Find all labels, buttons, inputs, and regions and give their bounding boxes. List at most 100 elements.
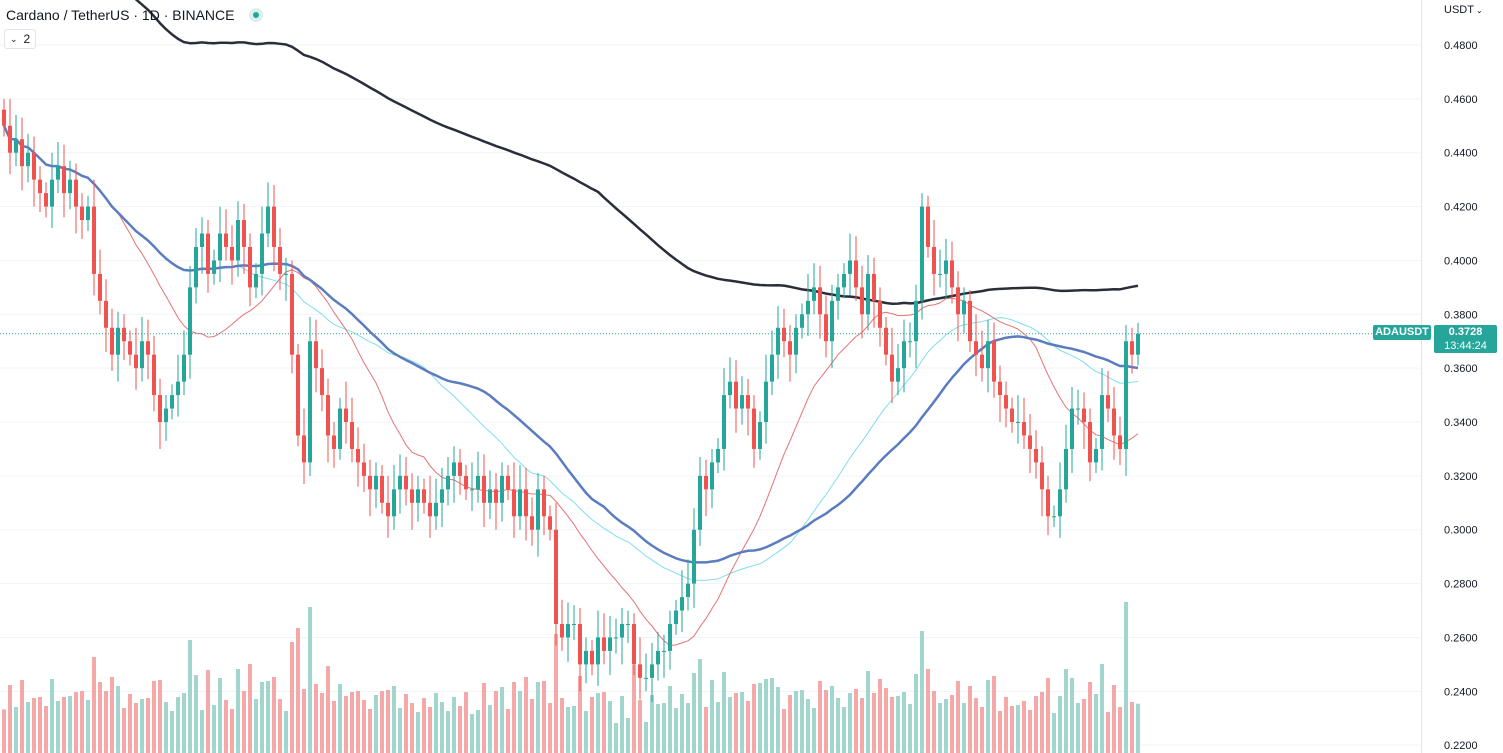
candle — [182, 330, 186, 396]
candle — [602, 613, 606, 665]
volume-bar — [926, 669, 930, 753]
candle — [638, 637, 642, 700]
candle-body — [890, 354, 894, 382]
volume-bar — [374, 695, 378, 753]
price-tick-label: 0.4800 — [1444, 40, 1478, 52]
candle-body — [692, 529, 696, 584]
candle — [1034, 430, 1038, 479]
ma-mid-line — [2, 125, 1139, 564]
candle-body — [20, 139, 24, 167]
volume-bar — [134, 703, 138, 753]
volume-bar — [338, 684, 342, 753]
candle — [740, 376, 744, 425]
candle — [230, 225, 234, 285]
candle — [530, 497, 534, 546]
candle-body — [908, 341, 912, 343]
volume-bar — [866, 671, 870, 753]
volume-bar — [194, 675, 198, 753]
candle-body — [602, 637, 606, 651]
candle-body — [884, 327, 888, 355]
candle-body — [356, 448, 360, 463]
candle-body — [1082, 408, 1086, 423]
candle-body — [32, 152, 36, 180]
candle-body — [494, 489, 498, 503]
candle-body — [1034, 448, 1038, 463]
candle — [1040, 446, 1044, 517]
volume-bar — [200, 710, 204, 753]
volume-bar — [860, 698, 864, 753]
symbol-title[interactable]: Cardano / TetherUS · 1D · BINANCE — [6, 7, 235, 23]
candle — [590, 640, 594, 676]
volume-bar — [458, 706, 462, 753]
candle — [902, 319, 906, 393]
candle — [758, 411, 762, 460]
candle — [248, 233, 252, 307]
candle-body — [458, 462, 462, 476]
candle — [140, 316, 144, 382]
candle — [386, 475, 390, 538]
chevron-down-icon: ⌄ — [1475, 6, 1483, 15]
candle-body — [128, 341, 132, 355]
volume-bar — [122, 708, 126, 753]
volume-bar — [728, 697, 732, 753]
price-tick-label: 0.2800 — [1444, 579, 1478, 591]
candle — [632, 613, 636, 676]
volume-bar — [464, 692, 468, 753]
volume-bar — [656, 704, 660, 753]
volume-bar — [278, 699, 282, 753]
volume-bar — [146, 698, 150, 753]
market-status-icon[interactable] — [248, 8, 263, 22]
volume-bar — [806, 699, 810, 753]
candle-body — [866, 273, 870, 315]
candle — [278, 228, 282, 291]
candle — [410, 473, 414, 530]
candle-body — [1118, 435, 1122, 449]
candle-body — [332, 435, 336, 449]
candle — [962, 287, 966, 334]
volume-bar — [296, 628, 300, 753]
volume-bar — [14, 707, 18, 753]
candle — [464, 465, 468, 501]
candle-body — [956, 287, 960, 315]
indicator-collapse-toggle[interactable]: ⌄ 2 — [4, 29, 37, 49]
volume-bar — [8, 685, 12, 753]
candle-body — [368, 475, 372, 490]
candle — [350, 397, 354, 463]
candle-body — [698, 475, 702, 530]
candle — [620, 607, 624, 665]
volume-bar — [572, 706, 576, 753]
candle — [584, 637, 588, 684]
candle — [554, 502, 558, 646]
candle — [878, 287, 882, 347]
candle-body — [944, 260, 948, 274]
volume-bar — [686, 703, 690, 753]
volume-bar — [1052, 713, 1056, 753]
candle — [338, 397, 342, 460]
candle-body — [302, 435, 306, 463]
volume-bar — [632, 665, 636, 753]
candle-body — [176, 381, 180, 396]
volume-bar — [920, 631, 924, 753]
volume-bar — [224, 700, 228, 753]
candle-body — [590, 650, 594, 665]
price-tick-label: 0.2600 — [1444, 632, 1478, 644]
candle-body — [8, 125, 12, 153]
candle-body — [410, 489, 414, 503]
candle-body — [848, 260, 852, 274]
volume-bar — [560, 698, 564, 753]
candle — [50, 152, 54, 229]
candle — [2, 98, 6, 137]
candle — [524, 467, 528, 541]
candle — [1028, 413, 1032, 474]
candle — [128, 330, 132, 366]
currency-selector[interactable]: USDT ⌄ — [1444, 4, 1483, 16]
candle — [674, 599, 678, 635]
candle-body — [836, 287, 840, 301]
candle — [1106, 370, 1110, 423]
volume-bar — [1010, 706, 1014, 753]
candle-body — [542, 489, 546, 517]
candle — [914, 284, 918, 369]
candle — [992, 322, 996, 398]
volume-bar — [968, 686, 972, 753]
